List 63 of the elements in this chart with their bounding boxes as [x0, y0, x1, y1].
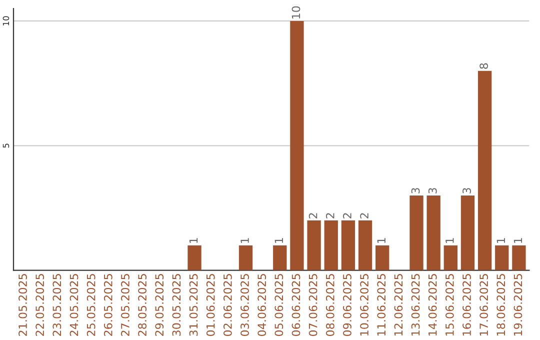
bar	[341, 220, 356, 270]
x-tick-label: 18.06.2025	[496, 274, 506, 336]
x-tick-label: 12.06.2025	[394, 274, 403, 336]
data-label: 3	[428, 188, 437, 194]
x-tick-label: 02.06.2025	[223, 274, 232, 336]
bar	[358, 220, 372, 270]
data-label: 2	[326, 213, 334, 218]
x-tick-label: 19.06.2025	[514, 274, 522, 336]
data-label: 1	[189, 238, 198, 243]
data-label: 1	[446, 238, 454, 243]
data-label: 1	[274, 238, 283, 243]
x-tick-label: 08.06.2025	[326, 274, 334, 336]
x-tick-label: 09.06.2025	[343, 274, 352, 336]
bar	[460, 196, 475, 270]
bar	[444, 245, 458, 270]
bar	[512, 245, 526, 270]
x-tick-label: 15.06.2025	[445, 274, 454, 336]
x-tick-label: 04.06.2025	[258, 274, 266, 336]
bar	[238, 245, 253, 270]
x-tick-label: 27.05.2025	[121, 274, 130, 336]
bar	[307, 220, 321, 270]
data-label: 1	[496, 238, 505, 243]
data-label: 1	[240, 238, 249, 243]
x-tick-label: 31.05.2025	[189, 274, 198, 336]
bar	[324, 220, 338, 270]
x-tick-label: 01.06.2025	[206, 274, 215, 336]
x-tick-label: 23.05.2025	[52, 274, 62, 336]
x-tick-label: 26.05.2025	[104, 274, 112, 336]
bar	[376, 245, 390, 270]
x-tick-label: 10.06.2025	[360, 274, 368, 336]
x-tick-label: 21.05.2025	[18, 274, 27, 336]
bar	[188, 245, 202, 270]
x-tick-label: 17.06.2025	[480, 274, 488, 336]
x-tick-label: 29.05.2025	[155, 274, 164, 336]
x-tick-label: 28.05.2025	[138, 274, 147, 336]
data-label: 3	[462, 188, 471, 194]
data-label: 10	[292, 6, 300, 18]
x-tick-label: 05.06.2025	[274, 274, 284, 336]
x-tick-label: 11.06.2025	[377, 274, 386, 336]
data-label: 2	[360, 213, 368, 218]
bar	[410, 196, 424, 270]
bar	[495, 245, 509, 270]
data-label: 1	[377, 238, 386, 243]
x-tick-label: 30.05.2025	[172, 274, 181, 336]
x-tick-label: 13.06.2025	[411, 274, 420, 336]
bar	[478, 70, 492, 270]
data-label: 1	[514, 238, 522, 243]
bar	[426, 196, 440, 270]
x-tick-label: 25.05.2025	[86, 274, 96, 336]
data-label: 2	[343, 213, 352, 218]
x-tick-label: 14.06.2025	[428, 274, 437, 336]
data-label: 3	[411, 188, 420, 194]
x-tick-label: 24.05.2025	[70, 274, 78, 336]
x-tick-label: 06.06.2025	[292, 274, 300, 336]
x-tick-label: 03.06.2025	[240, 274, 249, 336]
data-label: 8	[480, 63, 488, 69]
bar	[273, 245, 287, 270]
data-label: 2	[308, 213, 318, 218]
y-tick-label: 5	[2, 144, 10, 148]
x-tick-label: 16.06.2025	[462, 274, 471, 336]
x-tick-label: 07.06.2025	[308, 274, 318, 336]
bar	[290, 20, 304, 270]
x-tick-label: 22.05.2025	[36, 274, 44, 336]
